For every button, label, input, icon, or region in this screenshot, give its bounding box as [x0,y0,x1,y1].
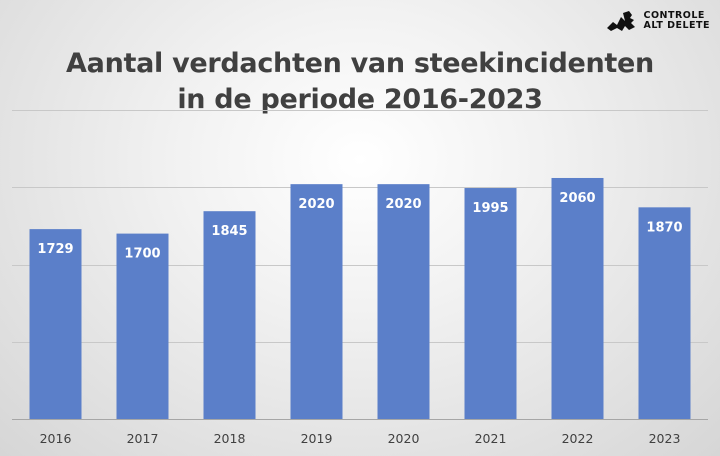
bar [203,211,256,419]
bar [29,229,82,419]
x-tick-label: 2022 [562,431,594,446]
chart-title: Aantal verdachten van steekincidenten in… [0,46,720,118]
bar [464,188,517,419]
bar [551,177,604,419]
logo-line-1: CONTROLE [643,10,705,21]
data-label: 1845 [211,224,247,239]
x-tick-label: 2021 [475,431,507,446]
data-label: 1700 [124,247,160,262]
data-label: 1870 [646,220,682,235]
x-tick-label: 2017 [127,431,159,446]
logo-line-2: ALT DELETE [643,20,710,31]
chart-title-line-2: in de periode 2016-2023 [177,84,543,115]
brand-logo: CONTROLE ALT DELETE [605,8,710,34]
data-label: 2020 [298,197,334,212]
bar [116,233,169,419]
data-label: 2020 [385,197,421,212]
bar [290,184,343,419]
x-tick-label: 2016 [40,431,72,446]
controle-alt-delete-logo-icon [607,11,636,31]
x-tick-label: 2019 [301,431,333,446]
bar [638,207,691,419]
x-tick-label: 2018 [214,431,246,446]
x-tick-label: 2023 [649,431,681,446]
data-label: 1729 [37,242,73,257]
data-label: 2060 [559,191,595,206]
chart-title-line-1: Aantal verdachten van steekincidenten [66,48,654,79]
bar [377,184,430,419]
x-tick-label: 2020 [388,431,420,446]
data-label: 1995 [472,201,508,216]
